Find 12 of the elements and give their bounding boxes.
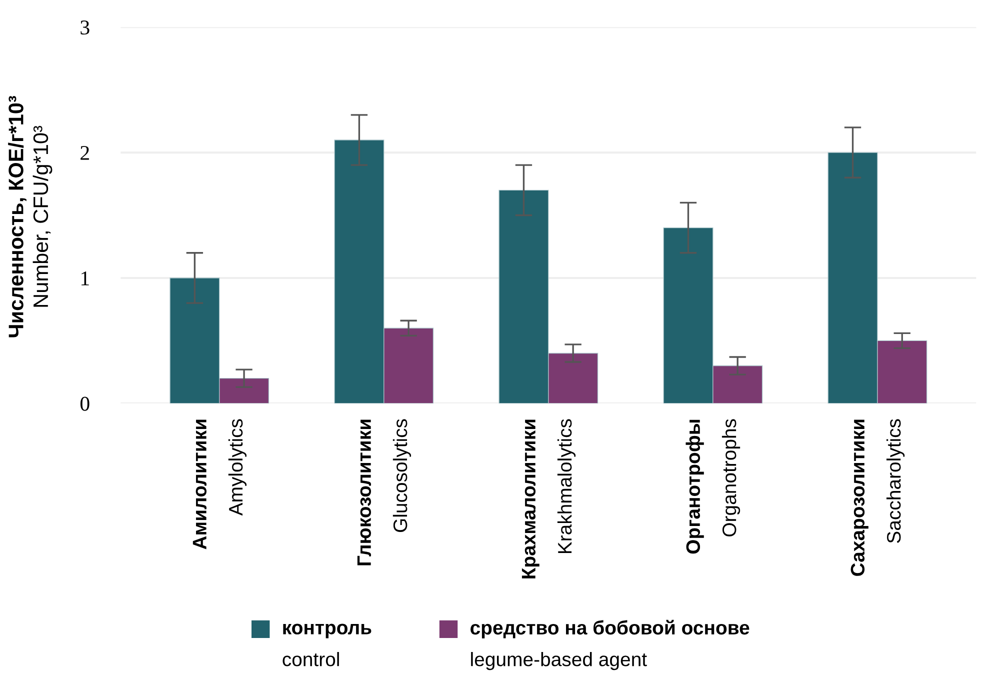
x-tick-label: Амилолитики Amylolytics — [192, 419, 247, 550]
y-tick-label: 3 — [80, 20, 90, 35]
legend-label: средство на бобовой основе legume-based agent — [470, 620, 750, 670]
y-tick-label: 1 — [82, 271, 89, 286]
x-tick-label: Крахмалолитики Krakhmalolytics — [522, 419, 576, 578]
x-tick-label: Сахарозолитики Saccharolytics — [850, 419, 905, 576]
x-tick-label: Глюкозолитики Glucosolytics — [357, 419, 412, 566]
y-tick-label: 0 — [80, 396, 90, 411]
y-tick-label: 2 — [80, 146, 89, 160]
x-tick-label: Органотрофы Organotrophs — [686, 419, 740, 554]
legend-label: контроль control — [282, 624, 372, 666]
y-axis-title: Численность, КОЕ/г*10³ Number, CFU/g*10³ — [8, 96, 52, 338]
